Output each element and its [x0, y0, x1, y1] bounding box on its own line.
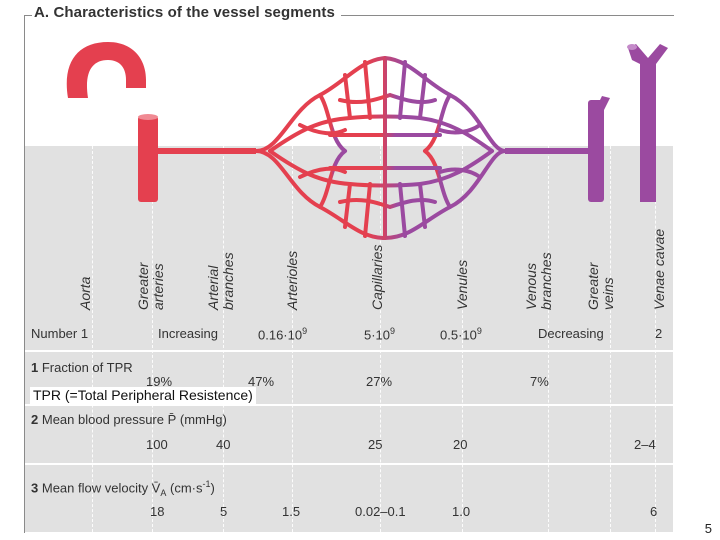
tpr-note: TPR (=Total Peripheral Resistence)	[30, 387, 256, 404]
tpr-value: 47%	[248, 374, 275, 389]
row-separator	[25, 404, 673, 406]
table-background	[25, 146, 673, 532]
segment-label-arterial-branches: Arterial branches	[205, 252, 236, 310]
tpr-value: 27%	[366, 374, 393, 389]
pressure-value: 20	[453, 437, 468, 452]
segment-label-greater-veins: Greater veins	[585, 262, 616, 310]
number-value: Decreasing	[538, 326, 604, 341]
column-guide	[380, 146, 381, 532]
segment-label-capillaries: Capillaries	[369, 244, 385, 310]
number-value: 2	[655, 326, 663, 341]
segment-label-aorta: Aorta	[77, 276, 93, 310]
pressure-value: 40	[216, 437, 231, 452]
number-row-label: Number 1	[31, 326, 89, 341]
tpr-row-label: 1 Fraction of TPR	[31, 360, 133, 375]
segment-label-venae-cavae: Venae cavae	[651, 228, 667, 310]
velocity-value: 1.5	[282, 504, 301, 519]
panel-frame	[24, 15, 674, 533]
column-guide	[223, 146, 224, 532]
number-value: Increasing	[158, 326, 218, 341]
pressure-value: 100	[146, 437, 168, 452]
column-guide	[462, 146, 463, 532]
segment-label-venules: Venules	[454, 259, 470, 310]
panel-title: A. Characteristics of the vessel segment…	[32, 4, 341, 21]
greater-vein	[588, 100, 604, 202]
pressure-row-label: 2 Mean blood pressure P̄ (mmHg)	[31, 412, 227, 427]
column-guide	[610, 146, 611, 532]
number-value: 0.5·109	[440, 326, 482, 343]
aorta-arch	[66, 42, 146, 98]
velocity-row-label: 3 Mean flow velocity V̄A (cm·s-1)	[31, 479, 215, 498]
pressure-value: 25	[368, 437, 383, 452]
column-guide	[655, 146, 656, 532]
vessel-illustration	[66, 42, 668, 241]
velocity-value: 0.02–0.1	[355, 504, 406, 519]
greater-artery	[138, 116, 158, 202]
page-number: 5	[704, 521, 712, 536]
row-separator	[25, 350, 673, 352]
venae-cavae-vessel	[628, 44, 668, 202]
segment-label-greater-arteries: Greater arteries	[135, 262, 166, 310]
number-value: 0.16·109	[258, 326, 308, 343]
tpr-value: 19%	[146, 374, 173, 389]
capillary-bed	[254, 55, 507, 241]
row-separator	[25, 463, 673, 465]
velocity-value: 6	[650, 504, 658, 519]
column-guide	[548, 146, 549, 532]
column-guide	[92, 146, 93, 532]
segment-label-arterioles: Arterioles	[284, 250, 300, 310]
pressure-value: 2–4	[634, 437, 656, 452]
velocity-value: 5	[220, 504, 228, 519]
column-guide	[292, 146, 293, 532]
tpr-value: 7%	[530, 374, 549, 389]
number-value: 5·109	[364, 326, 396, 343]
velocity-value: 1.0	[452, 504, 471, 519]
segment-label-venous-branches: Venous branches	[523, 252, 554, 310]
column-guide	[152, 146, 153, 532]
velocity-value: 18	[150, 504, 165, 519]
